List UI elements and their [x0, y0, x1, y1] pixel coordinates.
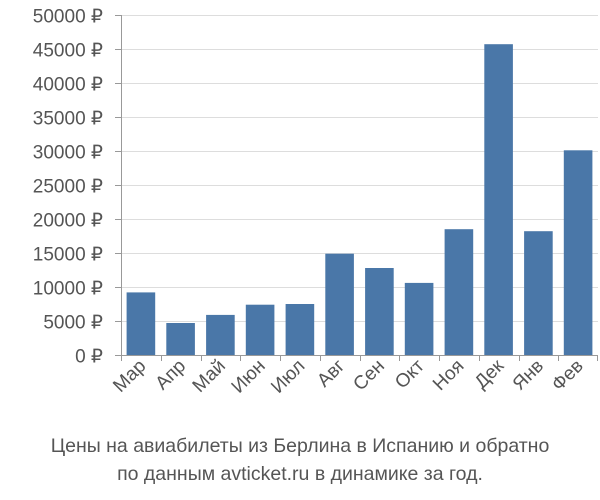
x-tick-label: Дек — [471, 355, 509, 393]
x-tick-label: Июл — [267, 356, 309, 398]
chart-caption: Цены на авиабилеты из Берлина в Испанию … — [0, 432, 600, 488]
y-tick-label: 5000 ₽ — [43, 313, 103, 334]
x-tick-label: Авг — [313, 356, 349, 392]
bars — [126, 44, 593, 355]
x-tick-label: Апр — [152, 356, 191, 395]
bar-1 — [126, 292, 156, 355]
bar-7 — [365, 268, 394, 355]
bar-8 — [404, 282, 434, 355]
y-tick-label: 25000 ₽ — [33, 177, 103, 198]
caption-line-2: по данным avticket.ru в динамике за год. — [117, 463, 483, 485]
axes — [115, 15, 598, 361]
y-tick-label: 15000 ₽ — [33, 245, 103, 266]
x-tick-label: Янв — [509, 356, 548, 395]
bar-4 — [245, 304, 275, 355]
y-tick-labels: 0 ₽ 5000 ₽ 10000 ₽ 15000 ₽ 20000 ₽ 25000 ₽ 300… — [33, 7, 103, 368]
y-tick-label: 20000 ₽ — [33, 211, 103, 232]
y-tick-label: 10000 ₽ — [33, 279, 103, 300]
y-tick-label: 40000 ₽ — [33, 75, 103, 96]
x-tick-label: Сен — [349, 356, 388, 395]
bar-chart: 0 ₽ 5000 ₽ 10000 ₽ 15000 ₽ 20000 ₽ 25000 ₽ 300… — [33, 7, 598, 398]
bar-11 — [524, 231, 553, 355]
bar-9 — [444, 229, 474, 355]
bar-12 — [563, 150, 593, 355]
bar-6 — [325, 253, 354, 355]
gridlines — [121, 15, 598, 322]
x-tick-label: Июн — [228, 356, 270, 398]
y-tick-label: 50000 ₽ — [33, 7, 103, 28]
y-tick-label: 45000 ₽ — [33, 41, 103, 62]
bar-5 — [285, 304, 315, 355]
caption-line-1: Цены на авиабилеты из Берлина в Испанию … — [50, 435, 550, 457]
chart-canvas: 0 ₽ 5000 ₽ 10000 ₽ 15000 ₽ 20000 ₽ 25000 ₽ 300… — [33, 7, 598, 398]
x-tick-label: Май — [189, 356, 230, 397]
bar-2 — [166, 323, 195, 355]
bar-10 — [484, 44, 513, 355]
y-tick-label: 0 ₽ — [75, 347, 103, 368]
x-tick-label: Ноя — [429, 356, 468, 395]
x-tick-label: Окт — [391, 355, 429, 393]
y-tick-label: 30000 ₽ — [33, 143, 103, 164]
x-tick-label: Мар — [109, 356, 150, 397]
bar-3 — [206, 314, 235, 355]
y-tick-label: 35000 ₽ — [33, 109, 103, 130]
x-tick-label: Фев — [548, 356, 588, 396]
